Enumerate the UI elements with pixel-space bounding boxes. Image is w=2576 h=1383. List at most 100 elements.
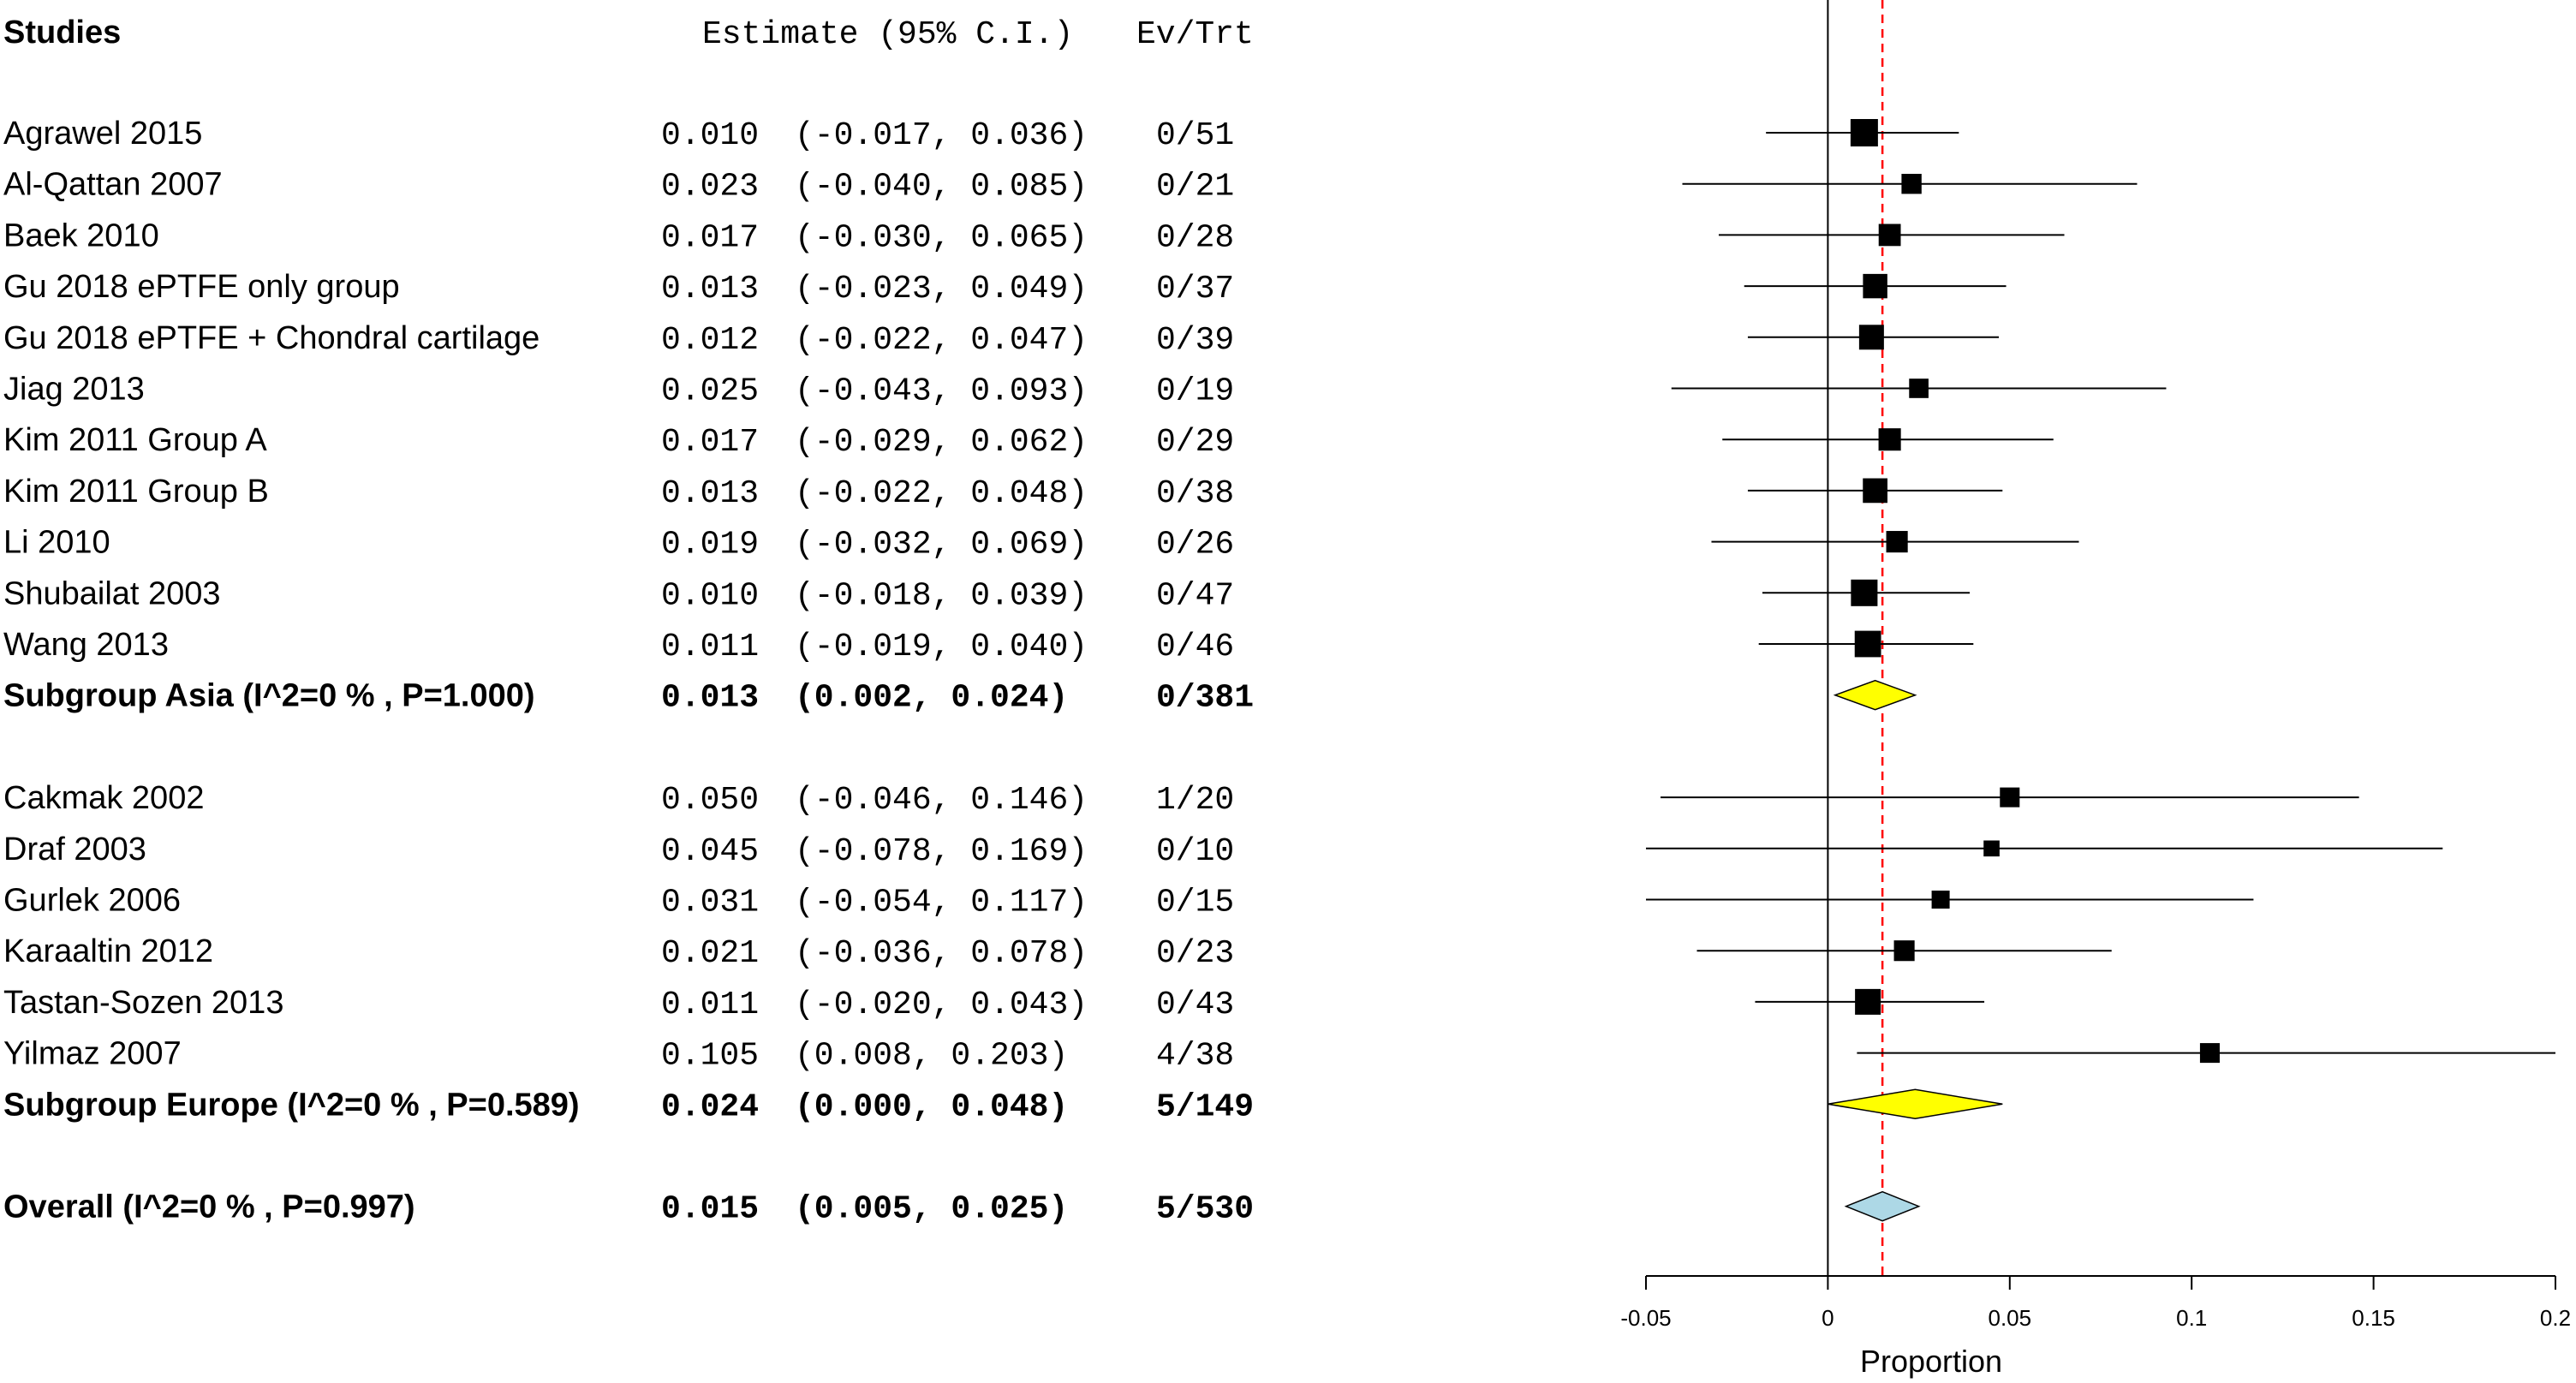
study-row: Gu 2018 ePTFE only group 0.013 (-0.023, 0.… — [3, 269, 1234, 307]
row-label: Subgroup Europe (I^2=0 % , P=0.589) — [3, 1087, 580, 1123]
study-row: Tastan-Sozen 2013 0.011 (-0.020, 0.043) 0/4… — [3, 985, 1234, 1023]
row-evtrt: 0/381 — [1156, 680, 1254, 717]
row-label: Subgroup Asia (I^2=0 % , P=1.000) — [3, 678, 535, 714]
row-evtrt: 4/38 — [1156, 1038, 1234, 1075]
row-evtrt: 0/51 — [1156, 117, 1234, 154]
row-ci: (-0.078, 0.169) — [795, 833, 1088, 870]
row-label: Tastan-Sozen 2013 — [3, 985, 283, 1021]
row-evtrt: 0/26 — [1156, 527, 1234, 563]
row-estimate: 0.010 — [661, 117, 759, 154]
study-row: Kim 2011 Group A 0.017 (-0.029, 0.062) 0/29 — [3, 422, 1234, 461]
plot-area — [1646, 0, 2555, 1276]
row-label: Kim 2011 Group A — [3, 422, 267, 458]
row-ci: (-0.019, 0.040) — [795, 629, 1088, 665]
study-row: Kim 2011 Group B 0.013 (-0.022, 0.048) 0/38 — [3, 474, 1234, 512]
subgroup-diamond — [1833, 679, 1917, 711]
row-estimate: 0.013 — [661, 680, 759, 717]
row-evtrt: 1/20 — [1156, 782, 1234, 819]
study-row: Shubailat 2003 0.010 (-0.018, 0.039) 0/47 — [3, 575, 1234, 614]
x-tick-label: -0.05 — [1620, 1305, 1671, 1331]
header-evtrt: Ev/Trt — [1136, 16, 1254, 53]
study-row: Yilmaz 2007 0.105 (0.008, 0.203) 4/38 — [3, 1036, 1234, 1075]
study-point-square — [1855, 988, 1881, 1015]
row-ci: (0.000, 0.048) — [795, 1088, 1068, 1125]
study-point-square — [1863, 478, 1887, 504]
row-estimate: 0.012 — [661, 322, 759, 359]
row-ci: (-0.054, 0.117) — [795, 885, 1088, 921]
row-estimate: 0.025 — [661, 373, 759, 410]
row-label: Li 2010 — [3, 525, 110, 561]
study-row: Jiag 2013 0.025 (-0.043, 0.093) 0/19 — [3, 372, 1234, 410]
study-point-square — [1863, 273, 1887, 299]
row-evtrt: 0/43 — [1156, 987, 1234, 1023]
row-ci: (-0.030, 0.065) — [795, 219, 1088, 256]
row-ci: (-0.023, 0.049) — [795, 271, 1088, 307]
row-ci: (-0.043, 0.093) — [795, 373, 1088, 410]
row-evtrt: 0/38 — [1156, 475, 1234, 512]
study-point-square — [1858, 325, 1884, 350]
row-evtrt: 0/21 — [1156, 169, 1234, 206]
row-label: Agrawel 2015 — [3, 116, 202, 152]
row-estimate: 0.011 — [661, 629, 759, 665]
study-row: Gu 2018 ePTFE + Chondral cartilage 0.012 (… — [3, 320, 1234, 359]
study-point-square — [1901, 173, 1922, 194]
study-row: Baek 2010 0.017 (-0.030, 0.065) 0/28 — [3, 218, 1234, 256]
row-estimate: 0.021 — [661, 935, 759, 972]
row-label: Baek 2010 — [3, 218, 159, 253]
row-ci: (-0.018, 0.039) — [795, 577, 1088, 614]
row-estimate: 0.024 — [661, 1088, 759, 1125]
row-evtrt: 0/15 — [1156, 885, 1234, 921]
row-ci: (-0.036, 0.078) — [795, 935, 1088, 972]
study-table: Agrawel 2015 0.010 (-0.017, 0.036) 0/51 Al-Q… — [3, 116, 1254, 1228]
row-ci: (0.008, 0.203) — [795, 1038, 1068, 1075]
x-tick-label: 0 — [1822, 1305, 1834, 1331]
row-ci: (-0.032, 0.069) — [795, 527, 1088, 563]
row-ci: (-0.040, 0.085) — [795, 169, 1088, 206]
study-row: Wang 2013 0.011 (-0.019, 0.040) 0/46 — [3, 627, 1234, 665]
row-evtrt: 0/29 — [1156, 424, 1234, 461]
overall-diamond — [1844, 1190, 1921, 1222]
row-evtrt: 0/39 — [1156, 322, 1234, 359]
row-estimate: 0.011 — [661, 987, 759, 1023]
row-evtrt: 5/530 — [1156, 1191, 1254, 1228]
row-estimate: 0.017 — [661, 219, 759, 256]
row-label: Yilmaz 2007 — [3, 1036, 182, 1072]
study-row: Agrawel 2015 0.010 (-0.017, 0.036) 0/51 — [3, 116, 1234, 154]
row-estimate: 0.017 — [661, 424, 759, 461]
study-point-square — [1878, 224, 1901, 247]
study-point-square — [1893, 940, 1915, 962]
column-headers: Studies Estimate (95% C.I.) Ev/Trt — [3, 15, 1254, 53]
study-row: Gurlek 2006 0.031 (-0.054, 0.117) 0/15 — [3, 883, 1234, 921]
header-studies: Studies — [3, 15, 121, 51]
row-evtrt: 5/149 — [1156, 1088, 1254, 1125]
study-point-square — [1931, 890, 1950, 909]
row-ci: (0.005, 0.025) — [795, 1191, 1068, 1228]
subgroup-row: Subgroup Europe (I^2=0 % , P=0.589) 0.024… — [3, 1087, 1254, 1125]
row-evtrt: 0/37 — [1156, 271, 1234, 307]
overall-row: Overall (I^2=0 % , P=0.997) 0.015 (0.005, … — [3, 1189, 1254, 1228]
row-label: Draf 2003 — [3, 832, 146, 867]
row-ci: (-0.029, 0.062) — [795, 424, 1088, 461]
row-label: Al-Qattan 2007 — [3, 167, 223, 203]
x-tick-label: 0.1 — [2176, 1305, 2207, 1331]
study-row: Cakmak 2002 0.050 (-0.046, 0.146) 1/20 — [3, 780, 1234, 819]
row-estimate: 0.045 — [661, 833, 759, 870]
x-tick-label: 0.05 — [1988, 1305, 2031, 1331]
row-ci: (-0.046, 0.146) — [795, 782, 1088, 819]
subgroup-diamond — [1828, 1088, 2003, 1120]
row-label: Cakmak 2002 — [3, 780, 204, 816]
x-tick-label: 0.2 — [2540, 1305, 2571, 1331]
row-evtrt: 0/28 — [1156, 219, 1234, 256]
study-point-square — [1909, 379, 1929, 398]
row-label: Shubailat 2003 — [3, 575, 221, 611]
row-ci: (-0.022, 0.047) — [795, 322, 1088, 359]
x-axis: -0.05 0 0.05 0.1 0.15 0.2 — [1620, 1275, 2571, 1331]
x-tick-label: 0.15 — [2352, 1305, 2395, 1331]
row-evtrt: 0/19 — [1156, 373, 1234, 410]
study-row: Karaaltin 2012 0.021 (-0.036, 0.078) 0/23 — [3, 933, 1234, 972]
study-row: Draf 2003 0.045 (-0.078, 0.169) 0/10 — [3, 832, 1234, 870]
row-label: Gu 2018 ePTFE only group — [3, 269, 400, 305]
row-estimate: 0.019 — [661, 527, 759, 563]
study-point-square — [1854, 630, 1881, 658]
